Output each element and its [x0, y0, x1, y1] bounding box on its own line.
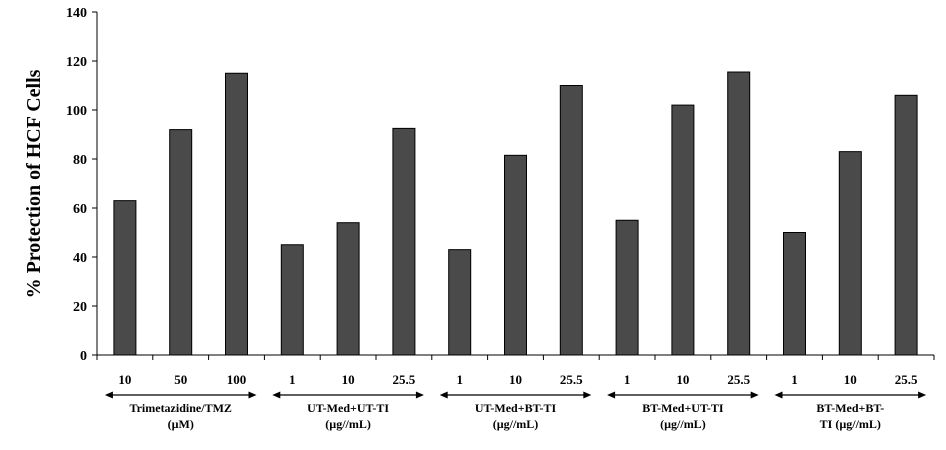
bars [113, 71, 918, 356]
y-tick-label: 120 [66, 55, 87, 70]
group-label: BT-Med+UT-TI [642, 401, 724, 415]
x-tick-label: 50 [174, 372, 187, 387]
x-tick-label: 10 [844, 372, 857, 387]
bar [615, 219, 639, 356]
group-arrow-right [415, 391, 424, 399]
x-tick-label: 25.5 [895, 372, 918, 387]
x-tick-label: 1 [624, 372, 631, 387]
bar [448, 249, 472, 356]
bar [671, 104, 695, 356]
group-label: UT-Med+UT-TI [307, 401, 389, 415]
group-arrow-left [607, 391, 616, 399]
x-tick-label: 10 [342, 372, 355, 387]
bar [559, 85, 583, 356]
x-tick-label: 1 [791, 372, 798, 387]
group-arrow-right [248, 391, 257, 399]
bar [894, 94, 918, 356]
group-label: BT-Med+BT- [816, 401, 884, 415]
bar [392, 127, 416, 356]
y-tick-label: 0 [80, 349, 87, 364]
bar [783, 232, 806, 356]
y-tick-label: 40 [73, 251, 87, 266]
x-tick-label: 10 [509, 372, 522, 387]
group-label: (µg//mL) [660, 417, 706, 431]
tick-labels: 10 50 100 1 10 25.5 1 10 25.5 1 10 25.5 1 10 25.5 [118, 372, 918, 387]
y-tick-label: 140 [66, 6, 87, 21]
x-tick-label: 25.5 [393, 372, 416, 387]
bar [225, 72, 248, 356]
group-arrow-left [104, 391, 113, 399]
y-tick-label: 60 [73, 202, 87, 217]
bar [727, 71, 751, 356]
x-tick-label: 100 [227, 372, 247, 387]
group-label: UT-Med+BT-TI [475, 401, 557, 415]
x-tick-label: 1 [289, 372, 296, 387]
group-arrow-left [272, 391, 281, 399]
x-tick-label: 1 [456, 372, 463, 387]
group-label: Trimetazidine/TMZ [129, 401, 231, 415]
group-label: (µM) [168, 417, 194, 431]
x-tick-label: 25.5 [560, 372, 583, 387]
group-arrow-right [918, 391, 927, 399]
bar [336, 222, 360, 356]
bar [504, 154, 527, 356]
group-label: (µg//mL) [493, 417, 539, 431]
y-axis-label: % Protection of HCF Cells [23, 69, 45, 298]
y-tick-label: 20 [73, 300, 87, 315]
group-arrow-left [439, 391, 448, 399]
x-tick-label: 10 [676, 372, 689, 387]
x-tick-label: 10 [118, 372, 131, 387]
group-label: (µg//mL) [325, 417, 371, 431]
y-tick-label: 80 [73, 153, 87, 168]
group-arrow-right [583, 391, 592, 399]
y-tick-label: 100 [66, 104, 87, 119]
bar [280, 244, 304, 356]
group-arrow-right [750, 391, 759, 399]
group-label: TI (µg//mL) [820, 417, 881, 431]
group-labels: Trimetazidine/TMZ (µM) UT-Med+UT-TI (µg//mL… [104, 391, 927, 431]
bar [838, 151, 862, 356]
x-tick-label: 25.5 [727, 372, 750, 387]
bar [113, 200, 137, 356]
bar [169, 129, 193, 356]
group-arrow-left [774, 391, 783, 399]
